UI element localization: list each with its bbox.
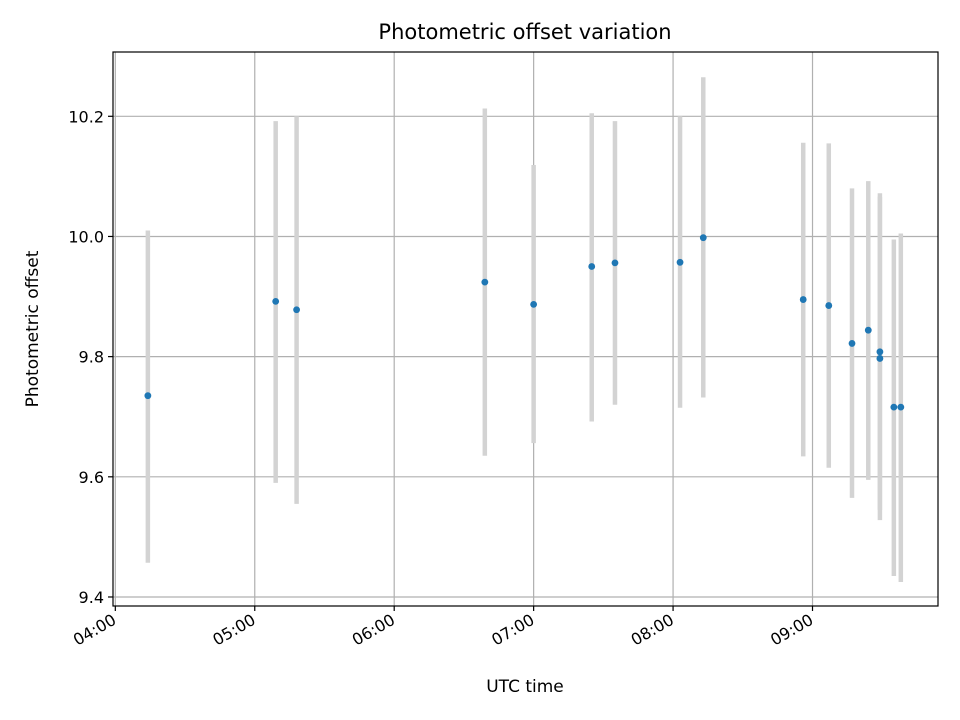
data-point	[611, 259, 619, 267]
y-axis-label: Photometric offset	[23, 250, 43, 407]
data-point	[864, 326, 872, 334]
data-point	[897, 403, 905, 411]
data-point	[825, 302, 833, 309]
data-point	[876, 348, 884, 356]
data-point	[272, 297, 280, 305]
x-axis-label: UTC time	[486, 677, 564, 697]
data-point	[293, 306, 300, 314]
data-point	[699, 234, 707, 242]
plot-frame	[112, 51, 939, 607]
grid	[113, 52, 938, 606]
data-point	[799, 296, 807, 303]
data-point	[676, 258, 684, 266]
y-tick-label: 10.2	[68, 107, 104, 126]
y-tick-label: 10.0	[68, 227, 104, 246]
data-points	[144, 234, 905, 411]
data-point	[588, 263, 596, 270]
data-point	[890, 403, 898, 411]
data-point	[144, 392, 152, 400]
data-point	[530, 300, 538, 308]
y-axis: 9.4 9.6 9.8 10.0 10.2	[68, 107, 113, 607]
data-point	[848, 340, 856, 347]
data-point	[876, 355, 884, 362]
y-tick-label: 9.8	[79, 348, 104, 367]
y-tick-label: 9.4	[79, 588, 104, 607]
data-point	[481, 278, 489, 286]
chart-title: Photometric offset variation	[378, 20, 671, 44]
y-tick-label: 9.6	[79, 468, 104, 487]
